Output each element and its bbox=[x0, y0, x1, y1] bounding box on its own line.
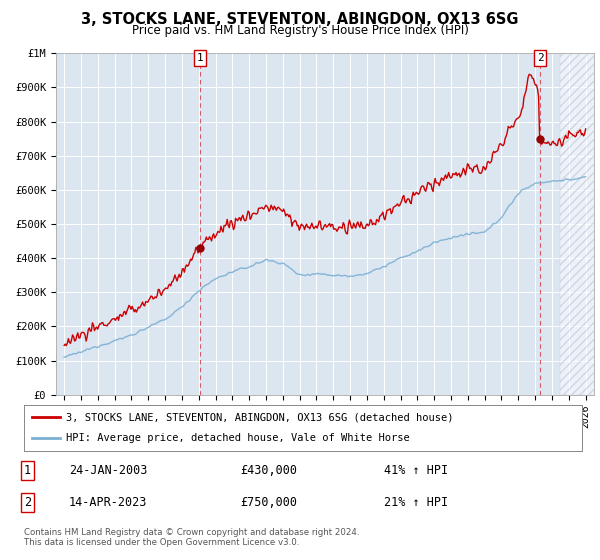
Text: 41% ↑ HPI: 41% ↑ HPI bbox=[384, 464, 448, 477]
Bar bbox=[560, 53, 600, 395]
Text: HPI: Average price, detached house, Vale of White Horse: HPI: Average price, detached house, Vale… bbox=[66, 433, 410, 444]
Text: 3, STOCKS LANE, STEVENTON, ABINGDON, OX13 6SG (detached house): 3, STOCKS LANE, STEVENTON, ABINGDON, OX1… bbox=[66, 412, 454, 422]
Text: 2: 2 bbox=[24, 496, 31, 509]
Text: 21% ↑ HPI: 21% ↑ HPI bbox=[384, 496, 448, 509]
Text: Price paid vs. HM Land Registry's House Price Index (HPI): Price paid vs. HM Land Registry's House … bbox=[131, 24, 469, 37]
Text: 14-APR-2023: 14-APR-2023 bbox=[69, 496, 148, 509]
Text: 1: 1 bbox=[197, 53, 203, 63]
Text: 1: 1 bbox=[24, 464, 31, 477]
Text: Contains HM Land Registry data © Crown copyright and database right 2024.
This d: Contains HM Land Registry data © Crown c… bbox=[24, 528, 359, 548]
Text: £750,000: £750,000 bbox=[240, 496, 297, 509]
Text: 3, STOCKS LANE, STEVENTON, ABINGDON, OX13 6SG: 3, STOCKS LANE, STEVENTON, ABINGDON, OX1… bbox=[81, 12, 519, 27]
Text: £430,000: £430,000 bbox=[240, 464, 297, 477]
Text: 24-JAN-2003: 24-JAN-2003 bbox=[69, 464, 148, 477]
Text: 2: 2 bbox=[536, 53, 544, 63]
